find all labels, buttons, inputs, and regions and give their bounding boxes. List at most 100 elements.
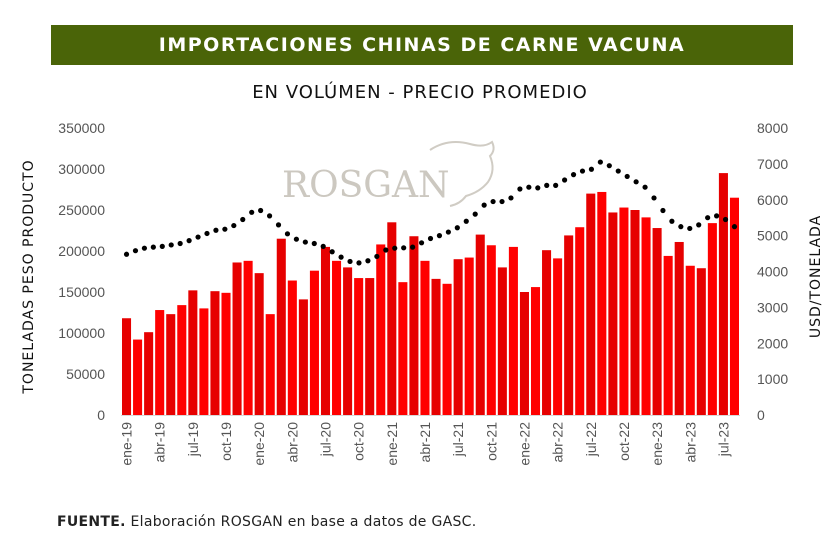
price-point [642,184,648,190]
bar [442,283,452,415]
bar [486,245,496,415]
source-note: FUENTE. Elaboración ROSGAN en base a dat… [57,514,477,530]
bar [729,197,739,415]
y-tick-label: 100000 [58,325,105,341]
price-point [481,202,487,208]
price-point [499,198,505,205]
x-tick-label: jul-22 [583,422,599,457]
price-point [293,236,299,242]
bar [320,246,331,415]
x-tick-label: jul-21 [450,422,466,457]
bar [630,210,640,415]
price-point [687,225,693,232]
x-tick-label: oct-22 [616,422,632,461]
price-point [624,173,630,180]
bar [431,278,441,415]
y-tick-label: 200000 [58,243,105,259]
price-point [284,231,291,237]
bar [199,308,209,415]
y2-tick-label: 5000 [757,228,788,244]
bar [365,278,375,415]
price-point [427,235,434,242]
bar [254,273,264,415]
bar [332,260,342,415]
bar [575,227,585,415]
price-point [418,240,425,246]
bar [122,318,132,415]
price-point [329,249,335,255]
bar [674,241,684,415]
y2-tick-label: 7000 [757,156,788,172]
price-point [356,260,362,266]
price-point [588,166,595,172]
bar [276,238,286,415]
price-point [311,240,317,247]
bar [530,287,541,415]
y2-tick-label: 4000 [757,264,788,280]
y-tick-label: 350000 [58,120,105,136]
price-point [562,177,568,183]
bar [497,267,507,415]
price-point [195,234,201,240]
y2-tick-label: 2000 [757,335,788,351]
price-point [633,179,639,185]
x-tick-label: ene-19 [119,422,135,466]
price-point [410,244,416,250]
price-point [177,240,183,247]
price-point [123,251,130,257]
bar [718,173,728,415]
price-point [508,195,514,201]
bar [210,291,220,415]
bar [387,222,397,415]
x-tick-label: ene-22 [516,422,532,466]
price-point [615,168,621,174]
bar [298,299,308,415]
bar [243,260,253,415]
price-point [320,243,326,249]
bar [608,212,618,415]
price-point [454,225,460,231]
price-point [517,186,523,192]
x-tick-label: oct-20 [351,422,367,461]
bar [475,234,485,415]
price-point [150,244,156,250]
x-tick-label: oct-21 [483,422,499,461]
x-tick-label: abr-22 [550,422,566,463]
y2-tick-label: 8000 [757,120,788,136]
price-point [231,222,237,229]
bar [309,270,319,415]
bar [641,217,651,415]
bar [133,339,143,415]
price-point [463,218,469,224]
x-tick-label: jul-20 [317,422,333,457]
price-point [570,172,577,178]
bar [597,191,607,415]
bar [354,278,364,415]
bar [707,223,717,415]
price-point [258,207,264,214]
price-point [374,253,380,260]
price-point [472,211,478,217]
price-point [275,222,282,228]
price-point [553,182,559,188]
price-point [159,243,165,249]
bar [144,332,154,415]
x-tick-label: ene-21 [384,422,400,466]
bar [155,310,165,415]
bar [542,250,552,415]
bar [221,292,231,415]
price-point [266,213,273,219]
price-point [436,233,443,239]
price-point [722,216,729,223]
price-point [669,218,675,224]
price-point [141,245,148,251]
bar [508,246,518,415]
bar [553,258,563,415]
bar [685,265,695,415]
y2-tick-label: 1000 [757,371,788,387]
price-point [678,224,684,230]
chart-title: IMPORTACIONES CHINAS DE CARNE VACUNA [51,25,793,65]
x-tick-label: jul-23 [715,422,731,457]
bar [663,255,673,415]
